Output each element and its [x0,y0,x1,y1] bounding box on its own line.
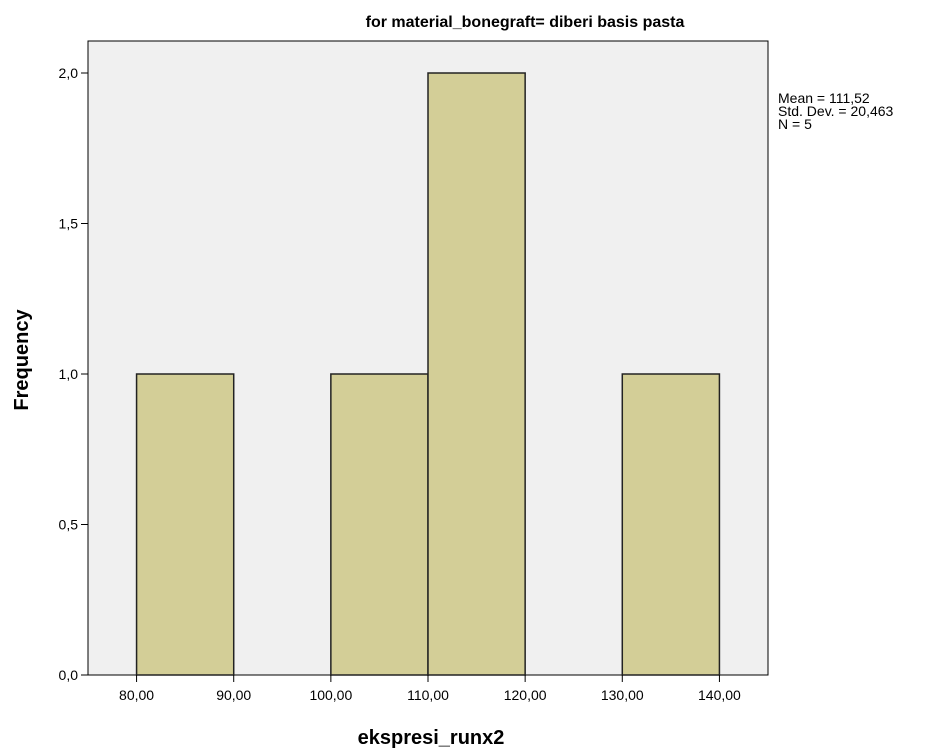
x-tick-label-3: 110,00 [407,687,449,703]
x-tick-label-5: 130,00 [601,687,644,703]
n-stat: N = 5 [778,116,812,132]
y-axis-label: Frequency [11,309,33,411]
y-tick-label-3: 1,5 [59,216,79,232]
x-axis: 80,00 90,00 100,00 110,00 120,00 130,00 140,00 [119,675,741,703]
x-tick-label-0: 80,00 [119,687,154,703]
y-tick-label-0: 0,0 [59,667,79,683]
x-tick-label-2: 100,00 [309,687,352,703]
y-axis: 0,0 0,5 1,0 1,5 2,0 [59,65,88,683]
x-tick-label-6: 140,00 [698,687,741,703]
x-tick-label-1: 90,00 [216,687,251,703]
y-tick-label-4: 2,0 [59,65,79,81]
statistics-legend: Mean = 111,52 Std. Dev. = 20,463 N = 5 [778,90,894,132]
mean-stat: Mean = 111,52 [778,90,870,106]
histogram-bar-0 [135,373,235,676]
y-tick-label-2: 1,0 [59,366,79,382]
histogram-bars [135,72,721,676]
std-dev-stat: Std. Dev. = 20,463 [778,103,894,119]
histogram-bar-3 [427,72,526,676]
x-axis-label: ekspresi_runx2 [358,727,505,749]
chart-title: for material_bonegraft= diberi basis pas… [366,14,685,31]
histogram-bar-5 [621,373,721,676]
histogram-bar-2 [330,373,429,676]
x-tick-label-4: 120,00 [504,687,547,703]
y-tick-label-1: 0,5 [59,517,79,533]
